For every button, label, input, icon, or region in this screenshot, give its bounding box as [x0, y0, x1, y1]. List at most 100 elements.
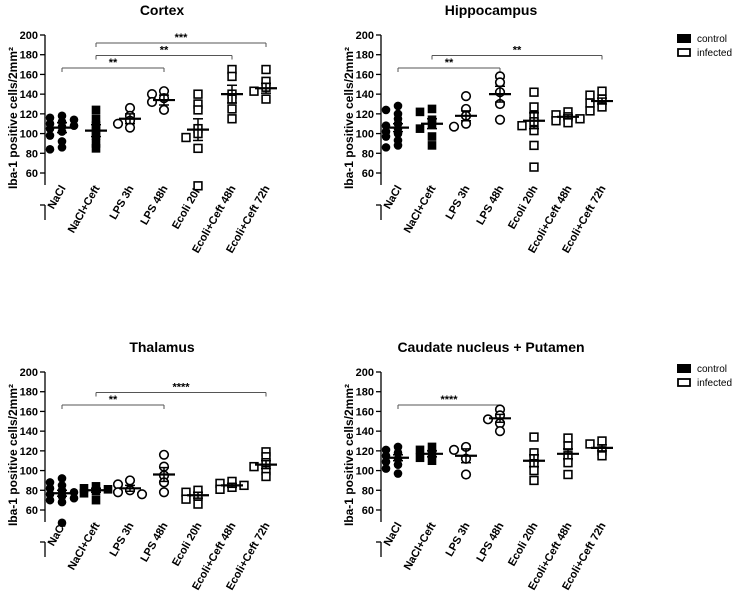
data-point — [215, 484, 225, 494]
data-point — [529, 465, 539, 476]
data-point — [79, 488, 89, 498]
y-tick-label: 140 — [356, 426, 374, 438]
data-point — [181, 132, 191, 143]
legend-swatch-infected — [677, 378, 691, 387]
data-point — [393, 442, 403, 452]
data-point — [415, 445, 425, 455]
panel-cortex: Cortex Iba-1 positive cells/2mm² 60 80 100 12… — [6, 2, 277, 255]
data-point — [193, 499, 203, 509]
significance-label: ** — [160, 45, 169, 57]
group-nacl — [381, 101, 409, 152]
data-point — [45, 113, 55, 123]
legend-bottom: control infected — [677, 364, 732, 389]
data-point — [249, 461, 259, 472]
legend-label-infected: infected — [697, 378, 732, 389]
x-tick-label: Ecoli 20h — [170, 520, 205, 568]
y-tick-label: 200 — [20, 367, 38, 379]
y-tick-label: 80 — [362, 485, 374, 497]
y-tick-label: 120 — [356, 109, 374, 121]
y-tick-label: 80 — [26, 148, 38, 160]
data-point — [91, 482, 101, 491]
group-lps-3h — [448, 441, 477, 480]
y-tick-label: 60 — [26, 168, 38, 180]
data-point — [57, 518, 67, 528]
data-point — [158, 449, 170, 460]
x-tick-label: LPS 3h — [108, 520, 137, 559]
group-nacl — [381, 442, 409, 478]
y-axis-label: Iba-1 positive cells/2mm² — [342, 47, 356, 189]
data-point — [381, 445, 391, 455]
legend-swatch-control — [677, 364, 691, 373]
legend-label-infected: infected — [697, 48, 732, 59]
data-point — [69, 487, 79, 497]
y-tick-label: 100 — [20, 129, 38, 141]
data-point — [227, 71, 237, 82]
x-tick-label: LPS 3h — [444, 183, 473, 222]
data-point — [381, 457, 391, 467]
y-tick-label: 80 — [26, 485, 38, 497]
data-point — [460, 91, 472, 102]
data-point — [551, 116, 561, 126]
data-point — [45, 145, 55, 154]
data-point — [103, 485, 113, 494]
y-tick-label: 120 — [356, 446, 374, 458]
group-lps-3h — [112, 475, 148, 500]
x-tick-label: NaCl — [382, 521, 405, 549]
group-nacl-ceft — [79, 482, 113, 505]
y-tick-label: 180 — [356, 50, 374, 62]
significance-label: ** — [109, 394, 118, 406]
y-tick-label: 60 — [362, 505, 374, 517]
data-point — [585, 106, 595, 116]
data-point — [45, 478, 55, 487]
legend-swatch-control — [677, 34, 691, 43]
y-tick-label: 80 — [362, 148, 374, 160]
y-tick-label: 140 — [356, 89, 374, 101]
data-point — [45, 124, 55, 133]
data-point — [57, 137, 67, 146]
x-tick-label: Ecoli 20h — [506, 520, 541, 568]
data-point — [193, 181, 203, 191]
group-ecoli-20h — [181, 485, 209, 509]
significance-label: ** — [109, 57, 118, 69]
panel-hippocampus: Hippocampus Iba-1 positive cells/2mm² 60 80… — [342, 2, 613, 255]
data-point — [575, 114, 585, 124]
x-tick-label: LPS 48h — [475, 520, 507, 564]
data-point — [494, 77, 506, 88]
group-nacl-ceft — [415, 442, 443, 466]
data-point — [45, 484, 55, 493]
data-point — [529, 475, 539, 486]
data-point — [112, 118, 124, 129]
group-ecoli-20h — [517, 87, 545, 172]
y-tick-label: 180 — [20, 50, 38, 62]
data-point — [460, 469, 472, 480]
data-point — [181, 494, 191, 504]
data-point — [158, 104, 170, 116]
y-tick-label: 60 — [26, 505, 38, 517]
data-point — [381, 143, 391, 152]
y-tick-label: 120 — [20, 109, 38, 121]
y-tick-label: 200 — [20, 30, 38, 42]
group-lps-48h — [153, 449, 175, 498]
data-point — [381, 132, 391, 141]
group-ecoli-ceft-48h — [551, 107, 585, 128]
data-point — [261, 94, 271, 104]
y-tick-label: 200 — [356, 30, 374, 42]
data-point — [393, 460, 403, 469]
data-point — [158, 487, 170, 498]
y-tick-label: 100 — [20, 466, 38, 478]
data-point — [585, 439, 595, 449]
data-point — [45, 495, 55, 505]
data-point — [136, 489, 148, 500]
data-point — [57, 497, 67, 507]
data-point — [529, 162, 539, 172]
group-ecoli-ceft-72h — [585, 436, 613, 461]
y-axis-label: Iba-1 positive cells/2mm² — [6, 47, 20, 189]
x-tick-label: Ecoli 20h — [506, 183, 541, 231]
y-tick-label: 100 — [356, 129, 374, 141]
data-point — [261, 471, 271, 482]
data-point — [69, 493, 79, 503]
data-point — [427, 104, 437, 114]
significance-label: **** — [172, 382, 190, 394]
legend-top: control infected — [677, 34, 732, 59]
y-tick-label: 200 — [356, 367, 374, 379]
